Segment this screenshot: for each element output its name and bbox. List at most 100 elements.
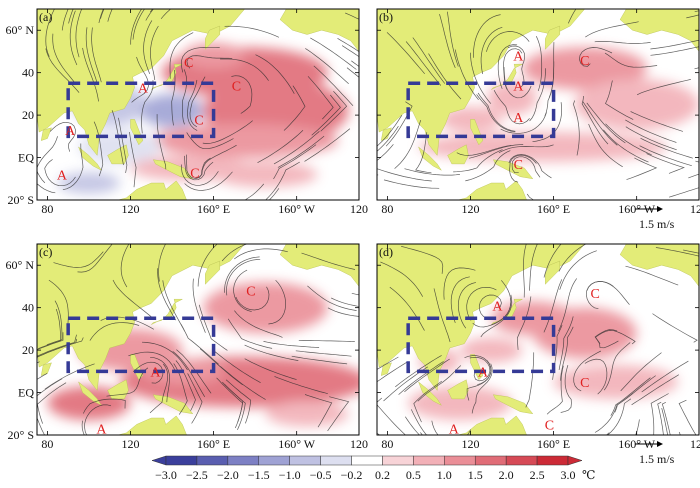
- wind-streamlines: [377, 244, 699, 435]
- colorbar-tick-label: 2.0: [499, 468, 514, 482]
- cyclone-center-label: C: [580, 376, 589, 391]
- lon-tick-label: 120: [690, 202, 700, 216]
- lat-tick-label: 20° S: [8, 428, 34, 442]
- lon-tick-label: 160° W: [278, 202, 316, 216]
- cyclone-center-label: C: [580, 54, 589, 69]
- lon-tick-label: 80: [381, 202, 393, 216]
- study-region-box: [406, 81, 556, 139]
- cyclone-center-label: C: [514, 158, 523, 173]
- lon-tick-label: 120: [121, 202, 139, 216]
- colorbar-tick-label: −3.0: [155, 468, 177, 482]
- lon-tick-label: 120: [350, 202, 368, 216]
- lon-tick-label: 120: [121, 437, 139, 451]
- cyclone-center-label: C: [545, 418, 554, 433]
- lat-tick-label: 20: [22, 108, 34, 122]
- cyclone-center-label: C: [590, 287, 599, 302]
- reference-vector-label: 1.5 m/s: [639, 217, 675, 231]
- colorbar-swatch: [196, 455, 229, 466]
- anticyclone-center-label: A: [513, 50, 524, 65]
- panel-1: C C A C A A C (a) 80 120 160° E 160° W 120 60° N 40 20 E…: [6, 8, 368, 216]
- colorbar-tick-label: 0.5: [406, 468, 421, 482]
- colorbar-tick-label: 1.0: [437, 468, 452, 482]
- lat-tick-label: 40: [22, 66, 34, 80]
- lon-tick-label: 160° W: [278, 437, 316, 451]
- panel-label: (a): [39, 10, 52, 24]
- anticyclone-center-label: A: [150, 365, 161, 380]
- anticyclone-center-label: A: [138, 82, 149, 97]
- anticyclone-center-label: A: [96, 423, 107, 438]
- lat-tick-label: 20° S: [8, 193, 34, 207]
- study-region-box: [406, 316, 556, 374]
- land: [377, 9, 699, 200]
- anticyclone-center-label: A: [449, 423, 460, 438]
- colorbar-tick-label: 2.5: [530, 468, 545, 482]
- study-region-box: [66, 316, 216, 374]
- colorbar-swatch: [227, 455, 260, 466]
- colorbar-swatch: [165, 455, 198, 466]
- lon-tick-label: 160° E: [537, 202, 570, 216]
- panel-frame: [376, 8, 700, 201]
- anticyclone-center-label: A: [478, 365, 489, 380]
- colorbar-swatch: [320, 455, 352, 466]
- wind-streamlines: [377, 9, 699, 200]
- colorbar-swatch: [505, 455, 538, 466]
- lon-tick-label: 120: [461, 437, 479, 451]
- colorbar-swatch: [351, 455, 383, 466]
- land: [37, 244, 359, 435]
- colorbar-tick-label: −0.5: [310, 468, 332, 482]
- lat-tick-label: 40: [22, 301, 34, 315]
- lon-tick-label: 120: [350, 437, 368, 451]
- cyclone-center-label: C: [194, 113, 203, 128]
- panel-label: (c): [39, 245, 52, 259]
- colorbar-tick-label: −2.0: [217, 468, 239, 482]
- land: [377, 244, 699, 435]
- cyclone-center-label: C: [232, 79, 241, 94]
- lat-tick-label: 60° N: [6, 23, 35, 37]
- colorbar-swatch: [258, 455, 290, 466]
- lon-tick-label: 120: [690, 437, 700, 451]
- panel-label: (b): [379, 10, 393, 24]
- cyclone-center-label: C: [184, 56, 193, 71]
- lat-tick-label: 60° N: [6, 258, 35, 272]
- lon-tick-label: 160° E: [197, 437, 230, 451]
- colorbar-swatch: [382, 455, 414, 466]
- cyclone-center-label: C: [190, 166, 199, 181]
- lat-tick-label: EQ: [18, 386, 34, 400]
- lon-tick-label: 80: [381, 437, 393, 451]
- anticyclone-center-label: A: [65, 124, 76, 139]
- panel-frame: [376, 243, 700, 436]
- colorbar-unit: ℃: [582, 468, 595, 482]
- anticyclone-center-label: A: [513, 79, 524, 94]
- lat-tick-label: 20: [22, 343, 34, 357]
- panel-3: C A A (c) 80 120 160° E 160° W 120 60° N 40 20 EQ 20°…: [6, 243, 368, 451]
- reference-vector-label: 1.5 m/s: [639, 452, 675, 466]
- colorbar-swatch: [536, 455, 569, 466]
- lat-tick-label: EQ: [18, 151, 34, 165]
- colorbar-tick-label: 1.5: [468, 468, 483, 482]
- anticyclone-center-label: A: [513, 111, 524, 126]
- study-region-box: [66, 81, 216, 139]
- lon-tick-label: 160° E: [537, 437, 570, 451]
- colorbar-swatch: [413, 455, 445, 466]
- anticyclone-center-label: A: [492, 300, 503, 315]
- lon-tick-label: 160° E: [197, 202, 230, 216]
- colorbar-tick-label: −0.2: [341, 468, 363, 482]
- colorbar-tick-label: −1.5: [248, 468, 270, 482]
- panel-frame: [36, 243, 360, 436]
- anticyclone-center-label: A: [57, 169, 68, 184]
- cyclone-center-label: C: [246, 285, 255, 300]
- lon-tick-label: 80: [41, 202, 53, 216]
- lon-tick-label: 120: [461, 202, 479, 216]
- colorbar-swatch: [289, 455, 321, 466]
- colorbar-tick-label: −2.5: [186, 468, 208, 482]
- wind-streamlines: [37, 9, 359, 200]
- colorbar: −3.0 −2.5 −2.0 −1.5 −1.0 −0.5 −0.2 0.2 0.5 1.0 1.5…: [151, 455, 595, 482]
- panel-frame: [36, 8, 360, 201]
- colorbar-swatch: [474, 455, 507, 466]
- panel-label: (d): [379, 245, 393, 259]
- wind-streamlines: [37, 244, 359, 435]
